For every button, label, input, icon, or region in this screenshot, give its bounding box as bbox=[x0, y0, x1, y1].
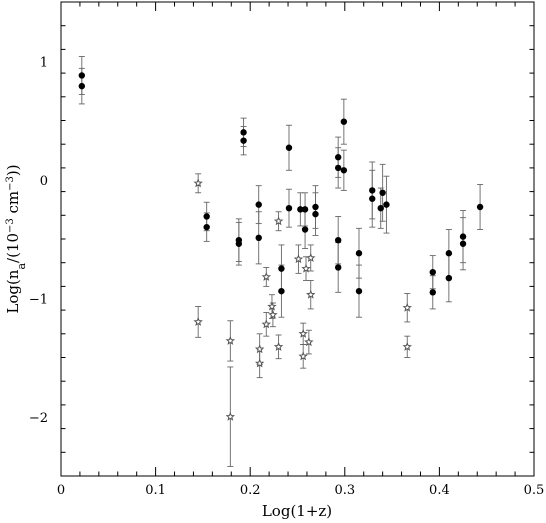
data-point-circle bbox=[334, 236, 342, 244]
data-markers bbox=[78, 72, 484, 421]
x-tick-label: 0.3 bbox=[334, 483, 355, 498]
data-point-star bbox=[301, 263, 311, 273]
y-label-end: )) bbox=[4, 164, 22, 176]
data-point-circle bbox=[459, 240, 467, 247]
data-point-circle bbox=[255, 201, 262, 208]
data-point-circle bbox=[377, 204, 384, 212]
data-point-circle bbox=[445, 274, 453, 282]
data-point-star bbox=[306, 289, 316, 299]
data-point-circle bbox=[78, 82, 86, 90]
data-point-star bbox=[273, 341, 284, 351]
y-label-mid: /(10 bbox=[4, 233, 22, 263]
y-tick-label: −2 bbox=[29, 411, 48, 426]
x-axis-label: Log(1+z) bbox=[262, 502, 332, 520]
data-point-circle bbox=[255, 234, 262, 242]
data-point-circle bbox=[312, 210, 319, 218]
axis-ticks bbox=[60, 1, 535, 477]
x-tick-label: 0.5 bbox=[524, 483, 545, 498]
x-tick-label: 0.2 bbox=[240, 483, 261, 498]
data-point-circle bbox=[235, 240, 243, 247]
x-tick-label: 0.4 bbox=[429, 483, 450, 498]
data-point-circle bbox=[203, 213, 210, 220]
y-axis-label: Log(na/(10−3 cm−3)) bbox=[4, 164, 28, 313]
data-point-circle bbox=[429, 268, 436, 276]
data-point-circle bbox=[240, 137, 247, 144]
error-bars bbox=[78, 56, 484, 467]
x-tick-label: 0.1 bbox=[145, 483, 166, 498]
data-point-circle bbox=[429, 289, 436, 296]
x-tick-label: 0 bbox=[57, 483, 65, 498]
tick-labels: 0 0.1 0.2 0.3 0.4 0.5 1 0 −1 −2 bbox=[29, 55, 545, 498]
data-point-circle bbox=[445, 250, 453, 257]
data-point-circle bbox=[203, 223, 210, 231]
data-point-star bbox=[273, 216, 284, 226]
data-point-star bbox=[254, 344, 265, 354]
data-point-star bbox=[402, 341, 412, 351]
data-point-circle bbox=[278, 287, 285, 295]
data-point-star bbox=[225, 335, 236, 345]
data-point-star bbox=[193, 178, 203, 188]
data-point-star bbox=[293, 254, 304, 264]
data-point-circle bbox=[285, 144, 293, 151]
data-point-circle bbox=[459, 233, 467, 240]
y-label-sup: −3 bbox=[5, 218, 16, 233]
data-point-star bbox=[254, 358, 265, 368]
data-point-circle bbox=[301, 206, 309, 213]
data-point-star bbox=[225, 411, 236, 421]
data-point-circle bbox=[355, 287, 363, 295]
data-point-star bbox=[304, 337, 314, 347]
data-point-circle bbox=[476, 203, 484, 211]
y-label-main: Log(n bbox=[4, 269, 22, 313]
data-point-circle bbox=[355, 250, 363, 257]
data-point-circle bbox=[240, 129, 247, 136]
data-point-star bbox=[402, 302, 412, 312]
data-point-circle bbox=[278, 265, 285, 272]
data-point-circle bbox=[334, 264, 342, 271]
y-tick-label: 1 bbox=[40, 55, 48, 70]
data-point-circle bbox=[383, 201, 390, 208]
data-point-star bbox=[267, 301, 277, 311]
data-point-circle bbox=[334, 164, 342, 172]
data-point-star bbox=[268, 309, 278, 319]
data-point-star bbox=[193, 317, 203, 326]
y-tick-label: −1 bbox=[29, 292, 48, 307]
data-point-circle bbox=[340, 118, 348, 125]
data-point-circle bbox=[297, 206, 304, 213]
data-point-star bbox=[261, 319, 271, 329]
data-point-circle bbox=[369, 195, 376, 202]
data-point-circle bbox=[301, 226, 309, 233]
data-point-circle bbox=[334, 154, 342, 161]
y-label-sup2: −3 bbox=[5, 176, 16, 191]
data-point-circle bbox=[379, 189, 386, 196]
y-label-sub: a bbox=[15, 263, 28, 270]
data-point-circle bbox=[340, 167, 348, 174]
data-point-star bbox=[306, 253, 316, 262]
data-point-circle bbox=[369, 187, 376, 194]
data-point-star bbox=[298, 351, 308, 361]
data-point-circle bbox=[312, 203, 319, 211]
y-label-unit: cm bbox=[4, 191, 22, 218]
data-point-circle bbox=[285, 204, 293, 212]
y-tick-label: 0 bbox=[40, 174, 48, 189]
data-point-star bbox=[261, 271, 271, 281]
data-point-circle bbox=[78, 72, 86, 79]
data-point-star bbox=[298, 328, 308, 338]
